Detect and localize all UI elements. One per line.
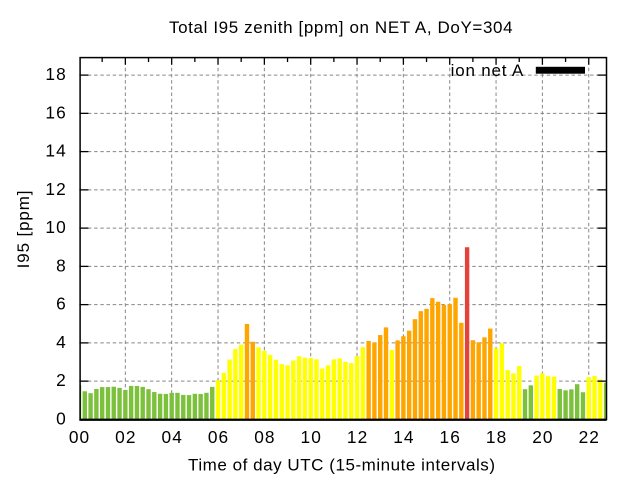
svg-text:0: 0	[56, 409, 67, 429]
svg-text:18: 18	[486, 427, 507, 447]
svg-text:4: 4	[56, 332, 67, 352]
svg-text:Total I95 zenith [ppm] on NET: Total I95 zenith [ppm] on NET A, DoY=304	[169, 18, 513, 37]
svg-text:Time of day UTC (15-minute int: Time of day UTC (15-minute intervals)	[188, 455, 496, 474]
svg-text:04: 04	[162, 427, 183, 447]
svg-text:16: 16	[440, 427, 461, 447]
svg-text:6: 6	[56, 294, 67, 314]
svg-text:02: 02	[115, 427, 136, 447]
svg-text:12: 12	[347, 427, 368, 447]
svg-text:16: 16	[45, 102, 66, 122]
svg-text:10: 10	[45, 217, 66, 237]
svg-text:8: 8	[56, 255, 67, 275]
svg-text:2: 2	[56, 370, 67, 390]
svg-text:10: 10	[301, 427, 322, 447]
svg-text:08: 08	[254, 427, 275, 447]
svg-text:I95 [ppm]: I95 [ppm]	[14, 190, 33, 269]
svg-text:06: 06	[208, 427, 229, 447]
svg-text:ion net A: ion net A	[451, 61, 524, 80]
svg-text:18: 18	[45, 64, 66, 84]
svg-text:12: 12	[45, 179, 66, 199]
svg-text:14: 14	[45, 141, 66, 161]
svg-text:22: 22	[579, 427, 600, 447]
svg-text:14: 14	[393, 427, 414, 447]
svg-text:00: 00	[69, 427, 90, 447]
svg-text:20: 20	[532, 427, 553, 447]
